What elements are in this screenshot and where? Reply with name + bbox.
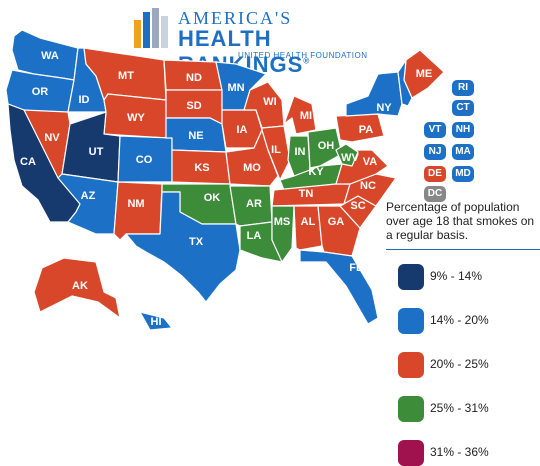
state-label-ga: GA bbox=[328, 216, 345, 228]
state-oh bbox=[307, 127, 343, 169]
state-label-la: LA bbox=[247, 230, 262, 242]
state-label-wy: WY bbox=[127, 112, 145, 124]
legend-label: 25% - 31% bbox=[430, 401, 489, 415]
state-label-ms: MS bbox=[274, 216, 291, 228]
state-ak bbox=[33, 257, 121, 319]
legend-swatch bbox=[398, 264, 424, 290]
state-label-nm: NM bbox=[127, 198, 144, 210]
badge-vt: VT bbox=[424, 122, 446, 138]
state-label-ks: KS bbox=[194, 162, 209, 174]
state-new-england-small bbox=[397, 59, 413, 107]
legend-item: 20% - 25% bbox=[398, 352, 538, 378]
state-label-ny: NY bbox=[376, 102, 392, 114]
state-label-fl: FL bbox=[349, 262, 363, 274]
state-label-ut: UT bbox=[89, 146, 104, 158]
state-label-id: ID bbox=[79, 94, 90, 106]
legend-label: 20% - 25% bbox=[430, 357, 489, 371]
badge-nh: NH bbox=[452, 122, 474, 138]
state-label-al: AL bbox=[301, 216, 316, 228]
state-label-or: OR bbox=[32, 86, 49, 98]
logo-line-americas: AMERICA'S bbox=[178, 8, 293, 28]
state-label-ia: IA bbox=[237, 124, 248, 136]
registered-mark: ® bbox=[303, 56, 311, 66]
legend-item: 9% - 14% bbox=[398, 264, 538, 290]
legend-title: Percentage of population over age 18 tha… bbox=[386, 200, 535, 242]
legend-label: 14% - 20% bbox=[430, 313, 489, 327]
legend-item: 25% - 31% bbox=[398, 396, 538, 422]
legend-item: 14% - 20% bbox=[398, 308, 538, 334]
state-label-co: CO bbox=[136, 154, 153, 166]
state-label-il: IL bbox=[271, 144, 281, 156]
badge-ct: CT bbox=[452, 100, 474, 116]
america-health-rankings-logo: AMERICA'S HEALTH RANKINGS® UNITED HEALTH… bbox=[132, 4, 392, 77]
state-label-ak: AK bbox=[72, 280, 88, 292]
state-label-va: VA bbox=[363, 156, 378, 168]
us-smoking-map: WA OR CA NV ID MT WY UT CO AZ NM ND SD NE KS OK TX MN IA MO… bbox=[5, 29, 445, 331]
state-label-in: IN bbox=[295, 146, 306, 158]
legend-swatch bbox=[398, 396, 424, 422]
logo-bars-icon bbox=[134, 8, 168, 48]
state-tx bbox=[125, 191, 241, 303]
legend-item: 31% - 36% bbox=[398, 440, 538, 466]
state-label-nd: ND bbox=[186, 72, 202, 84]
badge-md: MD bbox=[452, 166, 474, 182]
badge-ma: MA bbox=[452, 144, 474, 160]
state-hi bbox=[139, 311, 173, 331]
state-label-mi: MI bbox=[300, 110, 312, 122]
state-label-ar: AR bbox=[246, 198, 262, 210]
legend-swatch bbox=[398, 440, 424, 466]
state-ny bbox=[345, 71, 403, 117]
legend-swatch bbox=[398, 352, 424, 378]
state-label-sc: SC bbox=[350, 200, 365, 212]
badge-nj: NJ bbox=[424, 144, 446, 160]
state-label-nc: NC bbox=[360, 180, 376, 192]
state-label-wv: WV bbox=[341, 152, 359, 164]
state-al bbox=[293, 205, 323, 251]
state-label-me: ME bbox=[416, 68, 433, 80]
state-label-nv: NV bbox=[44, 132, 60, 144]
state-label-ca: CA bbox=[20, 156, 36, 168]
badge-de: DE bbox=[424, 166, 446, 182]
state-label-mt: MT bbox=[118, 70, 134, 82]
state-label-oh: OH bbox=[318, 140, 335, 152]
state-label-mn: MN bbox=[227, 82, 244, 94]
legend-divider bbox=[386, 249, 540, 250]
badge-ri: RI bbox=[452, 80, 474, 96]
state-label-hi: HI bbox=[151, 316, 162, 328]
state-label-tn: TN bbox=[299, 188, 314, 200]
legend-label: 9% - 14% bbox=[430, 269, 483, 283]
badge-dc: DC bbox=[424, 186, 446, 202]
state-mi bbox=[283, 95, 317, 135]
state-label-az: AZ bbox=[81, 190, 96, 202]
legend-label: 31% - 36% bbox=[430, 445, 489, 459]
state-label-ne: NE bbox=[188, 130, 203, 142]
state-label-pa: PA bbox=[359, 124, 374, 136]
state-label-sd: SD bbox=[186, 100, 201, 112]
state-label-wa: WA bbox=[41, 50, 59, 62]
state-label-tx: TX bbox=[189, 236, 204, 248]
state-label-ky: KY bbox=[308, 166, 324, 178]
state-label-wi: WI bbox=[263, 96, 276, 108]
state-label-mo: MO bbox=[243, 162, 261, 174]
legend-swatch bbox=[398, 308, 424, 334]
state-label-ok: OK bbox=[204, 192, 221, 204]
state-nm bbox=[113, 181, 163, 241]
state-wv bbox=[335, 143, 359, 167]
logo-line-united-health-foundation: UNITED HEALTH FOUNDATION bbox=[238, 51, 368, 60]
state-fl bbox=[299, 249, 379, 325]
